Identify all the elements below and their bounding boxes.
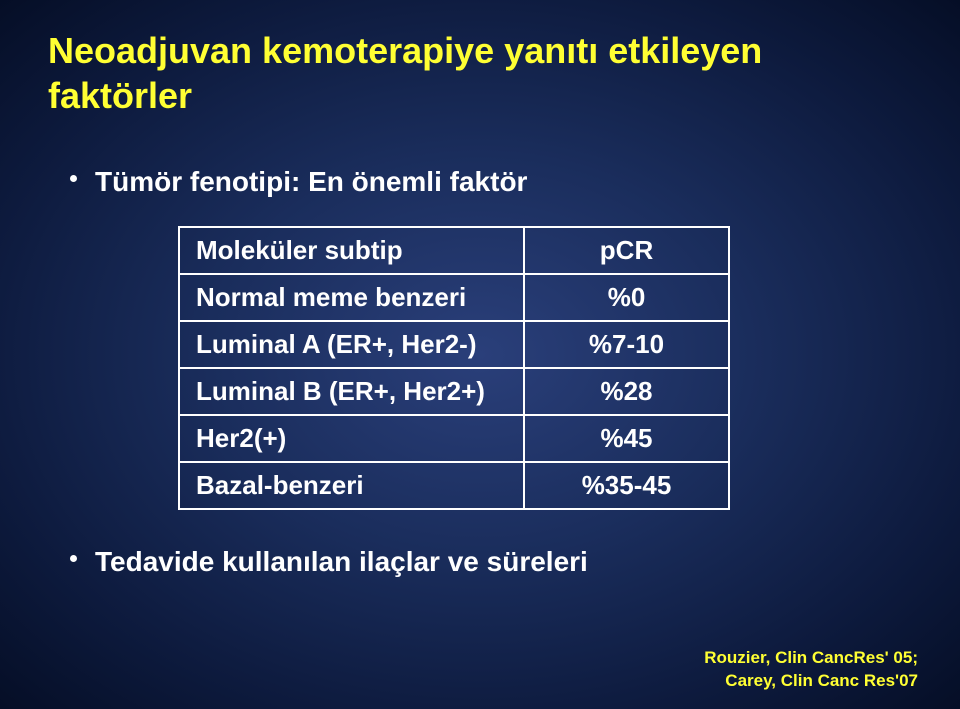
citation: Rouzier, Clin CancRes' 05; Carey, Clin C… [704, 647, 918, 693]
bullet-dot-icon [70, 175, 77, 182]
table-cell-value: %7-10 [524, 321, 729, 368]
table-cell-label: Bazal-benzeri [179, 462, 524, 509]
table-row: Luminal A (ER+, Her2-) %7-10 [179, 321, 729, 368]
bullet-text: Tedavide kullanılan ilaçlar ve süreleri [95, 546, 588, 578]
table-cell-label: Normal meme benzeri [179, 274, 524, 321]
bullet-dot-icon [70, 555, 77, 562]
bullet-item: Tümör fenotipi: En önemli faktör [70, 166, 912, 198]
table-header-label: Moleküler subtip [179, 227, 524, 274]
bullet-item: Tedavide kullanılan ilaçlar ve süreleri [70, 546, 912, 578]
slide-title: Neoadjuvan kemoterapiye yanıtı etkileyen… [48, 28, 912, 118]
table-cell-label: Luminal B (ER+, Her2+) [179, 368, 524, 415]
table-cell-value: %35-45 [524, 462, 729, 509]
pcr-table-wrap: Moleküler subtip pCR Normal meme benzeri… [178, 226, 912, 510]
table-cell-value: %28 [524, 368, 729, 415]
table-header-value: pCR [524, 227, 729, 274]
citation-line: Rouzier, Clin CancRes' 05; [704, 647, 918, 670]
table-row: Normal meme benzeri %0 [179, 274, 729, 321]
slide: Neoadjuvan kemoterapiye yanıtı etkileyen… [0, 0, 960, 709]
bullet-text: Tümör fenotipi: En önemli faktör [95, 166, 527, 198]
citation-line: Carey, Clin Canc Res'07 [704, 670, 918, 693]
table-row: Bazal-benzeri %35-45 [179, 462, 729, 509]
table-cell-value: %45 [524, 415, 729, 462]
table-cell-label: Her2(+) [179, 415, 524, 462]
pcr-table: Moleküler subtip pCR Normal meme benzeri… [178, 226, 730, 510]
table-header-row: Moleküler subtip pCR [179, 227, 729, 274]
table-row: Her2(+) %45 [179, 415, 729, 462]
table-cell-value: %0 [524, 274, 729, 321]
table-row: Luminal B (ER+, Her2+) %28 [179, 368, 729, 415]
table-cell-label: Luminal A (ER+, Her2-) [179, 321, 524, 368]
